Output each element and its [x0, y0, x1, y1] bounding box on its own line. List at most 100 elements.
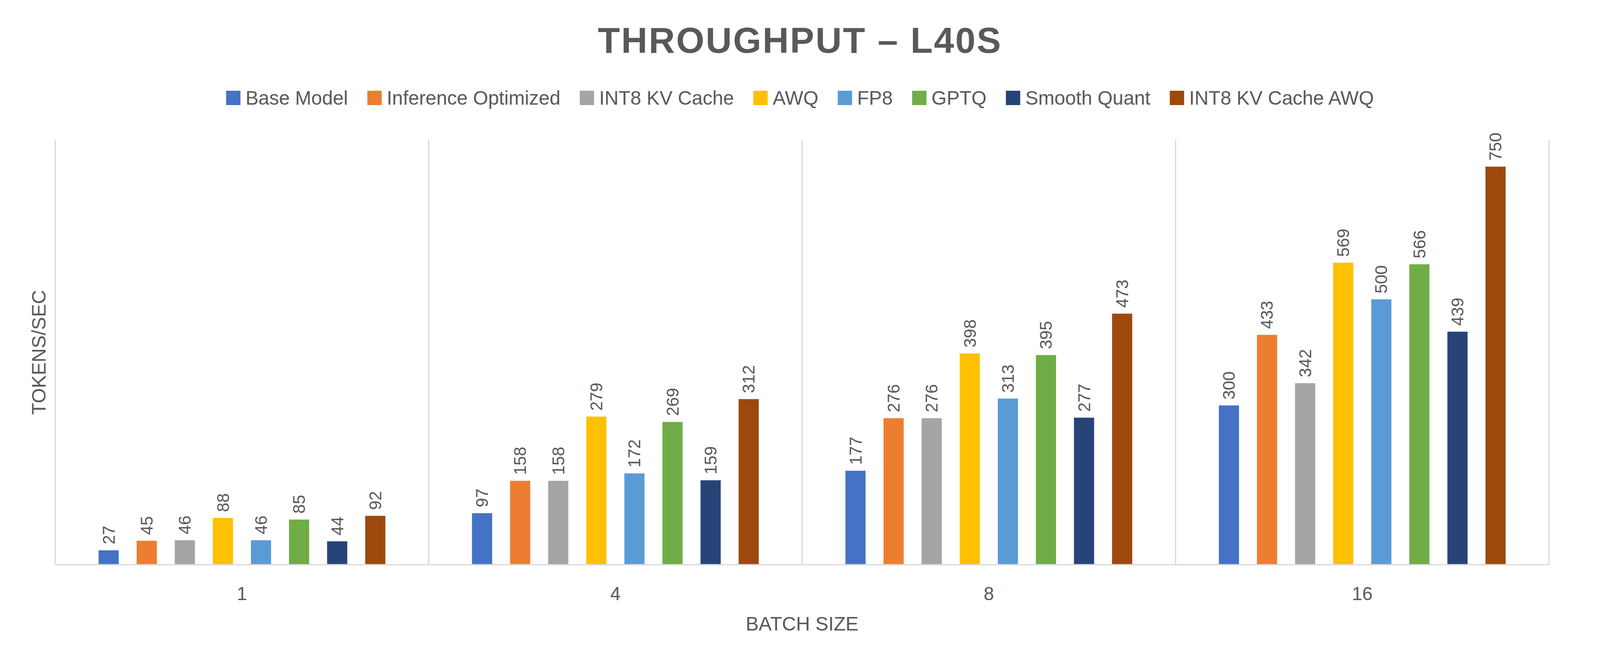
bar [959, 353, 981, 565]
data-label: 300 [1219, 371, 1239, 400]
data-label: 44 [328, 516, 347, 536]
category-separator [1548, 140, 1550, 565]
legend-item: FP8 [837, 86, 893, 109]
legend-label: GPTQ [931, 86, 987, 109]
x-axis-line [55, 563, 1549, 566]
data-label: 85 [289, 494, 309, 514]
bar [471, 512, 493, 565]
legend-swatch [226, 90, 241, 106]
bar [662, 421, 683, 565]
data-label: 27 [99, 525, 119, 545]
data-label: 46 [251, 515, 271, 535]
bar [1333, 262, 1354, 565]
bar [700, 479, 721, 565]
data-label: 473 [1112, 279, 1132, 308]
legend-label: INT8 KV Cache AWQ [1189, 86, 1374, 109]
x-tick-label: 4 [610, 582, 621, 604]
data-label: 276 [884, 383, 903, 413]
bar [997, 398, 1019, 565]
data-label: 159 [701, 445, 720, 475]
bar [1112, 313, 1133, 565]
bar [1074, 417, 1095, 565]
x-axis-title: BATCH SIZE [745, 612, 859, 635]
data-label: 277 [1074, 383, 1094, 412]
bar [136, 540, 157, 565]
data-label: 97 [472, 488, 492, 508]
legend-item: Inference Optimized [367, 86, 561, 109]
data-label: 172 [624, 439, 644, 468]
bar [548, 480, 569, 565]
legend-swatch [579, 90, 595, 106]
bar [212, 517, 234, 565]
legend-swatch [912, 90, 927, 106]
data-label: 158 [549, 446, 568, 475]
data-label: 92 [366, 490, 385, 510]
legend-item: AWQ [753, 86, 819, 109]
bar [327, 541, 348, 565]
bar [365, 515, 386, 565]
data-label: 439 [1448, 297, 1467, 326]
legend: Base Model Inference Optimized INT8 KV Cac… [226, 86, 1374, 109]
bars [98, 166, 1506, 565]
bar [624, 473, 645, 565]
legend-item: Base Model [226, 86, 348, 109]
legend-label: Smooth Quant [1025, 86, 1151, 109]
legend-item: GPTQ [912, 86, 987, 109]
legend-swatch [367, 90, 382, 106]
data-label: 158 [510, 446, 530, 475]
bar [1035, 354, 1056, 565]
data-label: 269 [663, 387, 682, 416]
data-label: 276 [922, 383, 941, 413]
data-label: 569 [1333, 228, 1353, 257]
legend-label: AWQ [772, 86, 819, 109]
data-label: 313 [998, 364, 1018, 393]
data-label: 46 [175, 515, 194, 535]
legend-item: INT8 KV Cache AWQ [1169, 86, 1374, 109]
bar [174, 539, 195, 565]
data-label: 500 [1371, 265, 1391, 294]
chart: THROUGHPUT – L40SBase ModelInference Opt… [0, 0, 1600, 663]
bar [1409, 263, 1430, 565]
legend-swatch [1005, 90, 1021, 106]
data-label: 750 [1486, 132, 1505, 161]
data-label: 395 [1036, 320, 1056, 350]
legend-item: INT8 KV Cache [579, 86, 735, 109]
bar [1218, 405, 1240, 565]
bar [1295, 382, 1316, 565]
bar [98, 549, 119, 565]
x-tick-label: 16 [1352, 582, 1373, 604]
data-label: 177 [846, 436, 865, 465]
category-separator [1174, 140, 1177, 565]
legend-swatch [837, 90, 852, 106]
y-axis-title: TOKENS/SEC [27, 289, 50, 415]
legend-label: INT8 KV Cache [599, 86, 735, 109]
bar [288, 519, 310, 565]
legend-item: Smooth Quant [1005, 86, 1151, 109]
bar [586, 416, 607, 565]
bar [883, 417, 904, 565]
legend-swatch [1169, 90, 1185, 106]
data-label: 279 [587, 382, 606, 411]
bar [250, 539, 272, 565]
bar [1485, 166, 1506, 565]
data-label: 433 [1257, 300, 1277, 329]
bar [1371, 298, 1392, 565]
data-label: 312 [739, 364, 758, 394]
data-label: 342 [1295, 348, 1315, 378]
category-separator [54, 140, 57, 565]
bar [738, 398, 759, 565]
x-tick-label: 1 [237, 582, 248, 604]
bar [510, 480, 531, 565]
data-label: 566 [1410, 230, 1429, 259]
bar [845, 470, 866, 565]
data-label: 45 [137, 515, 157, 535]
bar [921, 417, 942, 565]
data-label: 88 [213, 492, 233, 512]
category-separator [428, 140, 430, 565]
legend-label: Base Model [245, 86, 348, 109]
data-labels: 27 45 46 88 46 85 44 92 97 158 158 279 172 269 159 312 1… [99, 132, 1506, 545]
x-tick-label: 8 [983, 582, 994, 604]
legend-label: FP8 [856, 86, 893, 109]
legend-swatch [753, 90, 768, 106]
bar [1257, 334, 1278, 565]
